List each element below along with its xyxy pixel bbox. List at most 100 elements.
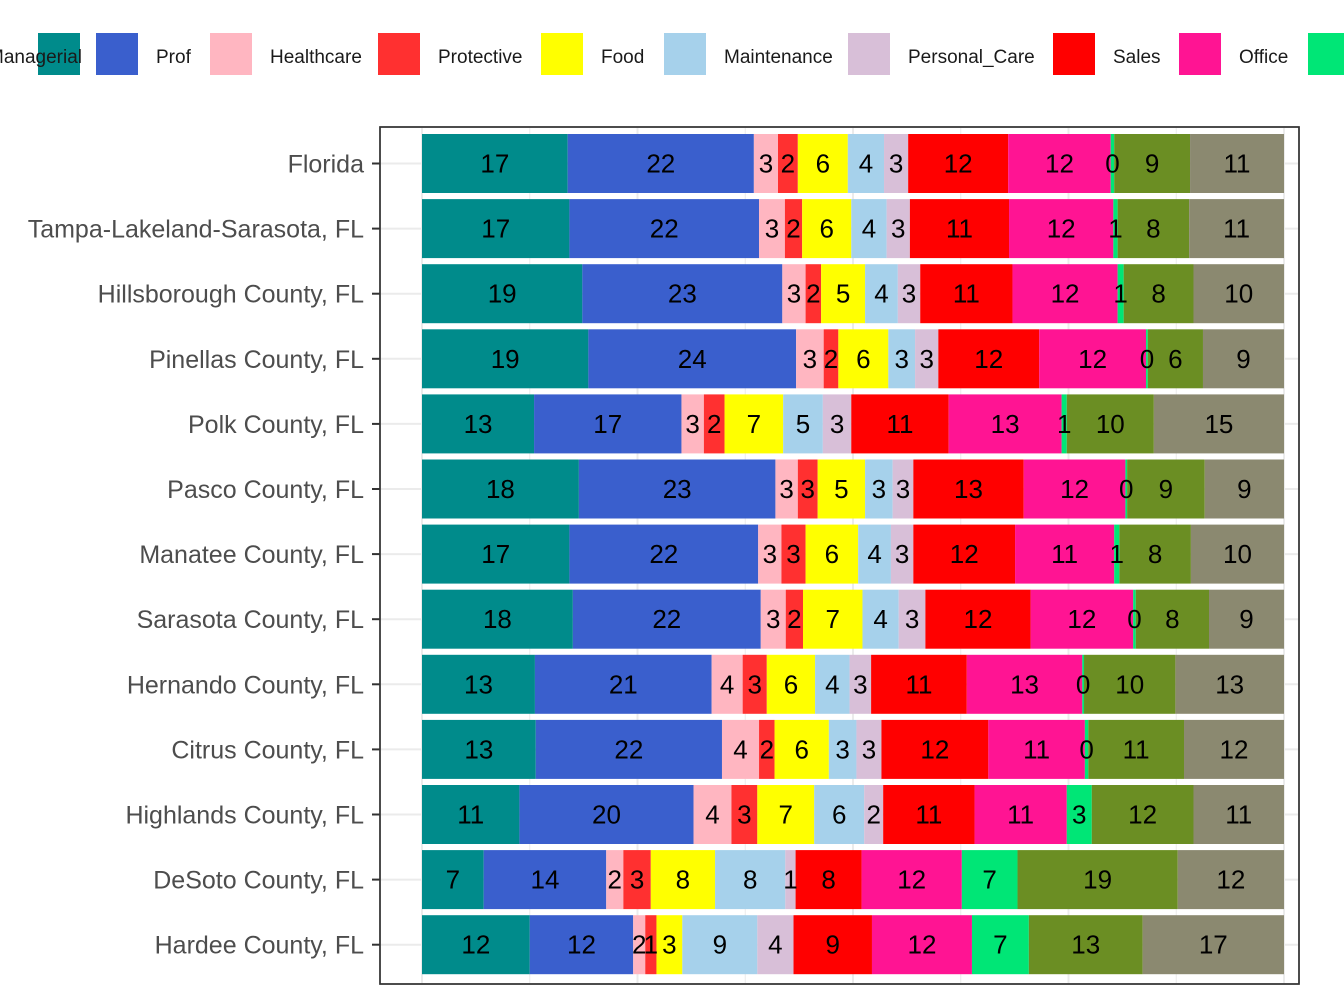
- segment-value-label: 2: [787, 604, 801, 634]
- bar-segment-series-11: [1135, 589, 1210, 649]
- bar-segment-sales: [881, 719, 989, 779]
- segment-value-label: 12: [1078, 344, 1107, 374]
- bar-segment-maintenance: [828, 719, 857, 779]
- bar-segment-managerial: [422, 915, 530, 975]
- segment-value-label: 12: [920, 734, 949, 764]
- segment-value-label: 8: [821, 865, 835, 895]
- segment-value-label: 22: [646, 149, 675, 179]
- bar-segment-protective: [781, 524, 806, 584]
- segment-value-label: 7: [446, 865, 460, 895]
- bar-segment-personal-care: [892, 459, 914, 519]
- bar-segment-food: [821, 264, 866, 324]
- segment-value-label: 13: [1071, 930, 1100, 960]
- segment-value-label: 0: [1140, 344, 1154, 374]
- segment-value-label: 12: [897, 865, 926, 895]
- bar-segment-office: [1012, 264, 1118, 324]
- segment-value-label: 7: [826, 604, 840, 634]
- segment-value-label: 3: [801, 474, 815, 504]
- segment-value-label: 9: [1159, 474, 1173, 504]
- segment-value-label: 0: [1119, 474, 1133, 504]
- bar-segment-personal-care: [849, 654, 872, 714]
- segment-value-label: 3: [685, 409, 699, 439]
- segment-value-label: 2: [806, 279, 820, 309]
- segment-value-label: 11: [1007, 800, 1034, 830]
- segment-value-label: 3: [896, 474, 910, 504]
- bar-segment-protective: [823, 329, 839, 389]
- bar-segment-series-10: [1113, 199, 1118, 259]
- bar-segment-series-11: [1088, 719, 1185, 779]
- row-label: Florida: [288, 151, 365, 179]
- bar-segment-food: [805, 524, 859, 584]
- bar-segment-series-10: [961, 850, 1018, 910]
- bar-segment-office: [988, 719, 1085, 779]
- legend-label: Personal_Care: [908, 47, 1035, 68]
- segment-value-label: 3: [830, 409, 844, 439]
- segment-value-label: 12: [1060, 474, 1089, 504]
- segment-value-label: 3: [779, 474, 793, 504]
- segment-value-label: 3: [662, 930, 676, 960]
- segment-value-label: 5: [836, 279, 850, 309]
- legend-key-prof: [96, 33, 138, 75]
- segment-value-label: 6: [784, 669, 798, 699]
- segment-value-label: 9: [1145, 149, 1159, 179]
- bar-segment-personal-care: [856, 719, 882, 779]
- bar-segment-maintenance: [847, 134, 885, 193]
- bar-segment-series-11: [1017, 850, 1178, 910]
- bar-segment-healthcare: [721, 719, 760, 779]
- bar-segment-food: [656, 915, 683, 975]
- bar-segment-office: [1015, 524, 1115, 584]
- segment-value-label: 17: [481, 539, 510, 569]
- segment-value-label: 11: [915, 800, 942, 830]
- row-label: Hernando County, FL: [127, 671, 364, 699]
- bar-segment-series-12: [1190, 134, 1284, 193]
- bar-segment-managerial: [422, 654, 535, 714]
- segment-value-label: 3: [902, 279, 916, 309]
- segment-value-label: 8: [743, 865, 757, 895]
- legend-label: Prof: [156, 47, 192, 68]
- bar-segment-food: [774, 719, 829, 779]
- bar-segment-series-12: [1184, 719, 1284, 779]
- bar-segment-series-12: [1190, 524, 1284, 584]
- segment-value-label: 3: [894, 344, 908, 374]
- segment-value-label: 12: [1128, 800, 1157, 830]
- segment-value-label: 11: [457, 800, 484, 830]
- segment-value-label: 19: [488, 279, 517, 309]
- bar-segment-sales: [938, 329, 1040, 389]
- legend-label: Office: [1239, 47, 1288, 68]
- segment-value-label: 18: [483, 604, 512, 634]
- segment-value-label: 9: [826, 930, 840, 960]
- bar-segment-maintenance: [783, 394, 823, 454]
- segment-value-label: 1: [1108, 214, 1122, 244]
- segment-value-label: 2: [760, 734, 774, 764]
- bar-segment-protective: [731, 785, 758, 844]
- segment-value-label: 3: [872, 474, 886, 504]
- segment-value-label: 2: [781, 149, 795, 179]
- bar-segment-maintenance: [682, 915, 758, 975]
- bar-segment-office: [861, 850, 962, 910]
- segment-value-label: 7: [747, 409, 761, 439]
- bar-segment-sales: [913, 524, 1016, 584]
- segment-value-label: 6: [1168, 344, 1182, 374]
- segment-value-label: 13: [954, 474, 983, 504]
- bar-segment-office: [1009, 199, 1114, 259]
- segment-value-label: 11: [1224, 149, 1251, 179]
- bar-segment-prof: [588, 329, 797, 389]
- bar-segment-office: [974, 785, 1067, 844]
- bar-segment-series-10: [1084, 719, 1089, 779]
- segment-value-label: 12: [907, 930, 936, 960]
- row-label: Pinellas County, FL: [149, 346, 364, 374]
- segment-value-label: 1: [1113, 279, 1127, 309]
- bar-segment-sales: [883, 785, 975, 844]
- segment-value-label: 0: [1076, 669, 1090, 699]
- segment-value-label: 13: [991, 409, 1020, 439]
- bar-segment-protective: [703, 394, 725, 454]
- segment-value-label: 15: [1204, 409, 1233, 439]
- row-label: DeSoto County, FL: [153, 867, 364, 895]
- segment-value-label: 3: [891, 214, 905, 244]
- bar-segment-sales: [871, 654, 967, 714]
- row-label: Sarasota County, FL: [137, 606, 365, 634]
- segment-value-label: 5: [796, 409, 810, 439]
- segment-value-label: 2: [608, 865, 622, 895]
